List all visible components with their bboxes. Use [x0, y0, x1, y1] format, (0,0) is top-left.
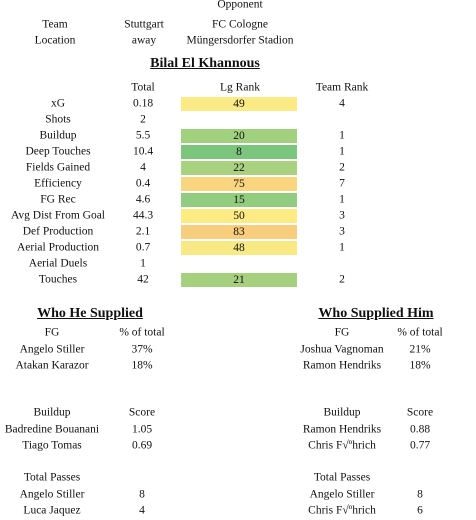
- match-info-cell: Müngersdorfer Stadion: [186, 34, 294, 47]
- team-rank-value: 2: [339, 273, 345, 286]
- team-rank-value: 1: [339, 241, 345, 254]
- player-name-cell: Angelo Stiller: [309, 488, 375, 501]
- lg-rank-cell: 48: [181, 241, 297, 255]
- total-value: 0.18: [132, 97, 154, 110]
- group-value: 0.69: [131, 439, 153, 452]
- row-label: Avg Dist From Goal: [10, 209, 106, 222]
- team-rank-value: 4: [339, 97, 345, 110]
- total-value: 4.6: [135, 193, 151, 206]
- lg-rank-cell: 21: [181, 273, 297, 287]
- group-header: Score: [128, 406, 156, 419]
- group-value: 0.77: [409, 439, 431, 452]
- team-rank-value: 3: [339, 209, 345, 222]
- player-name-cell: Angelo Stiller: [19, 343, 85, 356]
- group-header: Buildup: [33, 406, 71, 419]
- group-header: Buildup: [323, 406, 361, 419]
- group-value: 8: [417, 488, 423, 501]
- total-value: 0.4: [135, 177, 151, 190]
- group-header: Total Passes: [23, 471, 81, 484]
- column-header: Total: [131, 81, 155, 94]
- player-name-cell: Joshua Vagnoman: [300, 343, 384, 356]
- row-label: Shots: [45, 113, 71, 126]
- total-value: 0.7: [135, 241, 151, 254]
- row-label: Buildup: [39, 129, 77, 142]
- row-label: xG: [50, 97, 66, 110]
- total-value: 5.5: [135, 129, 151, 142]
- column-header: Team Rank: [315, 81, 369, 94]
- lg-rank-cell: 49: [181, 97, 297, 111]
- row-label: Aerial Production: [16, 241, 100, 254]
- team-rank-value: 7: [339, 177, 345, 190]
- team-rank-value: 1: [339, 193, 345, 206]
- match-info-cell: Team: [42, 18, 68, 31]
- match-info-cell: FC Cologne: [212, 18, 268, 31]
- lg-rank-cell: 20: [181, 129, 297, 143]
- total-value: 4: [140, 161, 146, 174]
- team-rank-value: 1: [339, 145, 345, 158]
- group-header: Total Passes: [313, 471, 371, 484]
- lg-rank-cell: 22: [181, 161, 297, 175]
- total-value: 2.1: [135, 225, 151, 238]
- team-rank-value: 1: [339, 129, 345, 142]
- player-name-cell: Tiago Tomas: [22, 439, 82, 452]
- lg-rank-cell: 8: [181, 145, 297, 159]
- group-value: 6: [417, 504, 423, 517]
- match-info-cell: away: [131, 34, 157, 47]
- group-header: % of total: [119, 326, 165, 339]
- group-value: 1.05: [131, 423, 153, 436]
- group-value: 18%: [409, 359, 431, 372]
- player-name-cell: Badredine Bouanani: [4, 423, 100, 436]
- group-header: Score: [406, 406, 434, 419]
- lg-rank-cell: 83: [181, 225, 297, 239]
- group-value: 0.88: [409, 423, 431, 436]
- total-value: 42: [137, 273, 149, 286]
- player-name-cell: Ramon Hendriks: [302, 423, 382, 436]
- total-value: 10.4: [132, 145, 154, 158]
- player-name: Bilal El Khannous: [150, 56, 260, 71]
- group-value: 37%: [131, 343, 153, 356]
- row-label: Aerial Duels: [28, 257, 88, 270]
- team-rank-value: 2: [339, 161, 345, 174]
- group-header: FG: [334, 326, 350, 339]
- player-name-cell: Chris F√ºhrich: [308, 504, 376, 517]
- team-rank-value: 3: [339, 225, 345, 238]
- lg-rank-cell: 75: [181, 177, 297, 191]
- player-name-cell: Luca Jaquez: [23, 504, 81, 517]
- group-value: 8: [139, 488, 145, 501]
- total-value: 2: [140, 113, 146, 126]
- match-info-cell: Stuttgart: [124, 18, 164, 31]
- match-info-cell: Location: [34, 34, 76, 47]
- group-header: % of total: [397, 326, 443, 339]
- opponent-header: Opponent: [217, 0, 263, 11]
- group-value: 4: [139, 504, 145, 517]
- player-name-cell: Ramon Hendriks: [302, 359, 382, 372]
- row-label: Fields Gained: [25, 161, 91, 174]
- player-name-cell: Angelo Stiller: [19, 488, 85, 501]
- section-title: Who He Supplied: [37, 306, 143, 321]
- lg-rank-cell: 15: [181, 193, 297, 207]
- player-name-cell: Atakan Karazor: [15, 359, 89, 372]
- group-header: FG: [44, 326, 60, 339]
- row-label: Touches: [38, 273, 78, 286]
- row-label: Def Production: [22, 225, 94, 238]
- group-value: 18%: [131, 359, 153, 372]
- player-name-cell: Chris F√ºhrich: [308, 439, 376, 452]
- row-label: FG Rec: [40, 193, 76, 206]
- lg-rank-cell: 50: [181, 209, 297, 223]
- group-value: 21%: [409, 343, 431, 356]
- total-value: 44.3: [132, 209, 154, 222]
- row-label: Efficiency: [34, 177, 82, 190]
- row-label: Deep Touches: [25, 145, 91, 158]
- total-value: 1: [140, 257, 146, 270]
- section-title: Who Supplied Him: [318, 306, 434, 321]
- column-header: Lg Rank: [220, 81, 260, 94]
